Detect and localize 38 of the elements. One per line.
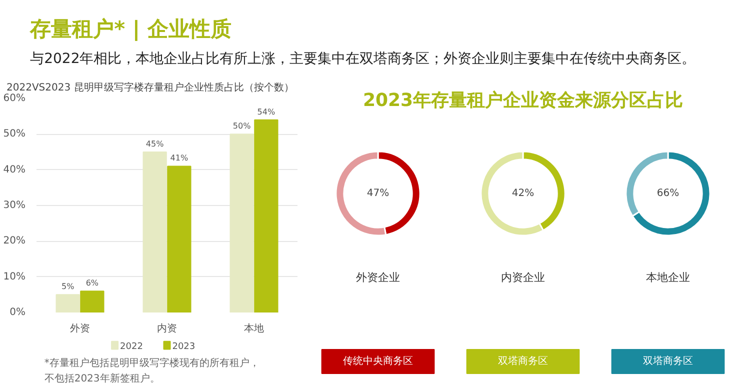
text: 2023年存量租户企业资金来源分区占比 [362,90,684,111]
bar [254,119,278,312]
data-label: 66% [656,188,680,199]
y-tick-label: 0% [10,307,26,318]
data-label: 54% [257,107,276,116]
x-tick-label: 内资 [157,322,177,334]
text: 双塔商务区 [643,355,693,367]
data-label: 50% [232,122,252,131]
text: 内资企业 [501,271,545,284]
text: 本地企业 [646,271,690,284]
text: *存量租户包括昆明甲级写字楼现有的所有租户，不包括2023年新签租户。 [44,357,260,385]
chart-title: 2022VS2023 昆明甲级写字楼存量租户企业性质占比（按个数） [6,82,294,94]
text: 外资企业 [356,271,400,284]
data-label: 42% [512,188,534,199]
data-label: 41% [170,154,188,163]
y-tick-label: 40% [3,164,26,176]
data-label: 6% [86,278,99,288]
bar [167,166,192,312]
x-tick-label: 外资 [70,322,90,334]
text: 存量租户* | 企业性质 [29,17,232,41]
text: 传统中央商务区 [343,355,413,367]
bar [56,294,80,312]
y-tick-label: 60% [3,93,26,104]
legend-label: 2023 [172,342,196,352]
y-tick-label: 30% [3,200,26,211]
text: 双塔商务区 [498,355,548,367]
bar [80,290,104,312]
x-tick-label: 本地 [244,322,264,334]
data-label: 47% [366,188,390,199]
bar [230,134,254,312]
data-label: 5% [61,282,75,292]
legend-label: 2022 [120,342,143,352]
y-tick-label: 10% [3,271,26,282]
data-label: 45% [146,139,164,148]
y-tick-label: 20% [3,236,26,247]
y-tick-label: 50% [3,128,26,140]
text: 与2022年相比，本地企业占比有所上涨，主要集中在双塔商务区；外资企业则主要集中在传统中央商务区。 [30,51,696,67]
bar [142,152,167,312]
